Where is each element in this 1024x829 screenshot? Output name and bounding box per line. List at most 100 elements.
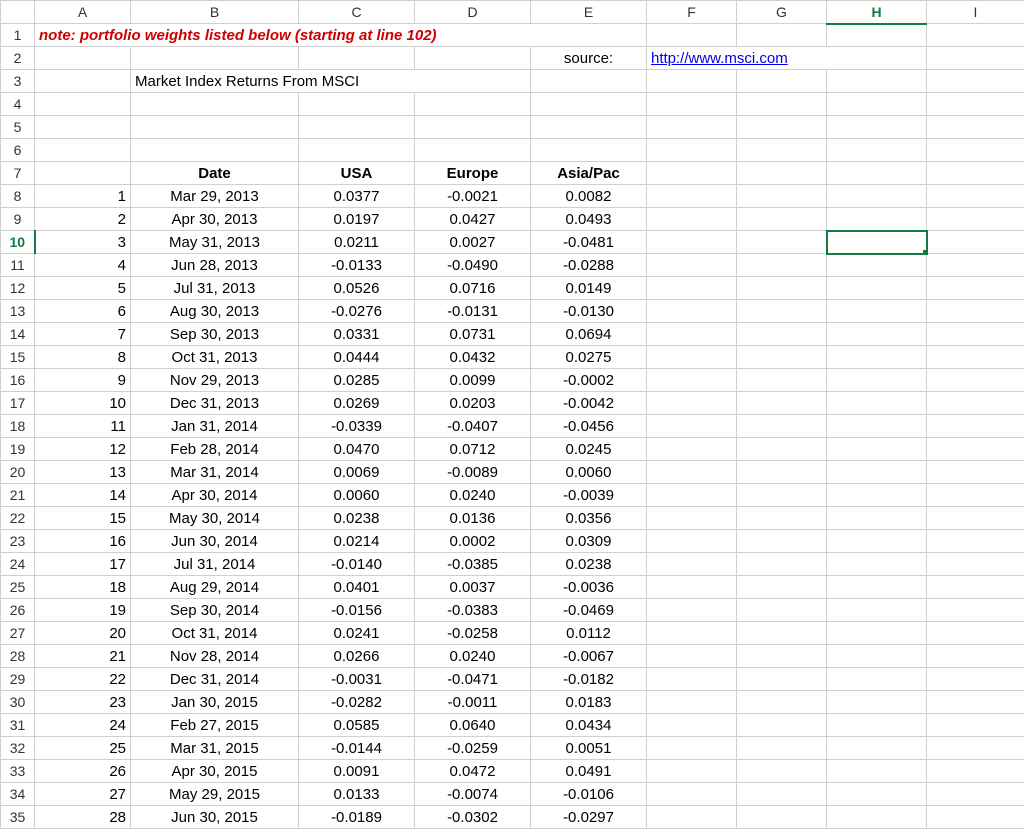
row-header-3[interactable]: 3 xyxy=(1,70,35,93)
cell-I26[interactable] xyxy=(927,599,1024,622)
asiapac-cell[interactable]: 0.0112 xyxy=(531,622,647,645)
cell-F16[interactable] xyxy=(647,369,737,392)
cell-C6[interactable] xyxy=(299,139,415,162)
row-header-19[interactable]: 19 xyxy=(1,438,35,461)
asiapac-cell[interactable]: -0.0130 xyxy=(531,300,647,323)
asiapac-cell[interactable]: 0.0275 xyxy=(531,346,647,369)
cell-C4[interactable] xyxy=(299,93,415,116)
cell-E4[interactable] xyxy=(531,93,647,116)
asiapac-cell[interactable]: -0.0456 xyxy=(531,415,647,438)
cell-H14[interactable] xyxy=(827,323,927,346)
date-cell[interactable]: Aug 29, 2014 xyxy=(131,576,299,599)
cell-I4[interactable] xyxy=(927,93,1024,116)
row-index[interactable]: 2 xyxy=(35,208,131,231)
cell-F12[interactable] xyxy=(647,277,737,300)
cell-G29[interactable] xyxy=(737,668,827,691)
cell-F5[interactable] xyxy=(647,116,737,139)
cell-I6[interactable] xyxy=(927,139,1024,162)
header-asiapac[interactable]: Asia/Pac xyxy=(531,162,647,185)
cell-G3[interactable] xyxy=(737,70,827,93)
usa-cell[interactable]: 0.0285 xyxy=(299,369,415,392)
cell-H22[interactable] xyxy=(827,507,927,530)
usa-cell[interactable]: 0.0266 xyxy=(299,645,415,668)
europe-cell[interactable]: -0.0385 xyxy=(415,553,531,576)
asiapac-cell[interactable]: 0.0309 xyxy=(531,530,647,553)
cell-G32[interactable] xyxy=(737,737,827,760)
asiapac-cell[interactable]: -0.0039 xyxy=(531,484,647,507)
cell-H7[interactable] xyxy=(827,162,927,185)
date-cell[interactable]: Sep 30, 2013 xyxy=(131,323,299,346)
asiapac-cell[interactable]: 0.0238 xyxy=(531,553,647,576)
cell-H31[interactable] xyxy=(827,714,927,737)
cell-I31[interactable] xyxy=(927,714,1024,737)
asiapac-cell[interactable]: -0.0036 xyxy=(531,576,647,599)
cell-F31[interactable] xyxy=(647,714,737,737)
asiapac-cell[interactable]: -0.0481 xyxy=(531,231,647,254)
date-cell[interactable]: Dec 31, 2014 xyxy=(131,668,299,691)
cell-G22[interactable] xyxy=(737,507,827,530)
date-cell[interactable]: Jul 31, 2014 xyxy=(131,553,299,576)
asiapac-cell[interactable]: 0.0356 xyxy=(531,507,647,530)
cell-H24[interactable] xyxy=(827,553,927,576)
cell-G6[interactable] xyxy=(737,139,827,162)
source-label[interactable]: source: xyxy=(531,47,647,70)
cell-G33[interactable] xyxy=(737,760,827,783)
cell-I16[interactable] xyxy=(927,369,1024,392)
cell-H4[interactable] xyxy=(827,93,927,116)
cell-I7[interactable] xyxy=(927,162,1024,185)
cell-F6[interactable] xyxy=(647,139,737,162)
cell-A6[interactable] xyxy=(35,139,131,162)
row-index[interactable]: 20 xyxy=(35,622,131,645)
cell-H15[interactable] xyxy=(827,346,927,369)
europe-cell[interactable]: 0.0037 xyxy=(415,576,531,599)
row-index[interactable]: 24 xyxy=(35,714,131,737)
col-header-a[interactable]: A xyxy=(35,1,131,24)
cell-H28[interactable] xyxy=(827,645,927,668)
cell-G14[interactable] xyxy=(737,323,827,346)
cell-F20[interactable] xyxy=(647,461,737,484)
europe-cell[interactable]: -0.0011 xyxy=(415,691,531,714)
cell-F9[interactable] xyxy=(647,208,737,231)
row-index[interactable]: 14 xyxy=(35,484,131,507)
row-header-26[interactable]: 26 xyxy=(1,599,35,622)
cell-F4[interactable] xyxy=(647,93,737,116)
row-header-14[interactable]: 14 xyxy=(1,323,35,346)
europe-cell[interactable]: 0.0731 xyxy=(415,323,531,346)
row-index[interactable]: 28 xyxy=(35,806,131,829)
row-index[interactable]: 3 xyxy=(35,231,131,254)
cell-I24[interactable] xyxy=(927,553,1024,576)
cell-I2[interactable] xyxy=(927,47,1024,70)
cell-F8[interactable] xyxy=(647,185,737,208)
cell-I27[interactable] xyxy=(927,622,1024,645)
row-header-15[interactable]: 15 xyxy=(1,346,35,369)
row-header-6[interactable]: 6 xyxy=(1,139,35,162)
cell-F3[interactable] xyxy=(647,70,737,93)
asiapac-cell[interactable]: 0.0082 xyxy=(531,185,647,208)
cell-F30[interactable] xyxy=(647,691,737,714)
row-index[interactable]: 4 xyxy=(35,254,131,277)
date-cell[interactable]: Oct 31, 2014 xyxy=(131,622,299,645)
cell-I35[interactable] xyxy=(927,806,1024,829)
row-index[interactable]: 22 xyxy=(35,668,131,691)
date-cell[interactable]: Mar 29, 2013 xyxy=(131,185,299,208)
row-header-33[interactable]: 33 xyxy=(1,760,35,783)
col-header-g[interactable]: G xyxy=(737,1,827,24)
europe-cell[interactable]: -0.0021 xyxy=(415,185,531,208)
usa-cell[interactable]: 0.0444 xyxy=(299,346,415,369)
cell-F33[interactable] xyxy=(647,760,737,783)
usa-cell[interactable]: -0.0282 xyxy=(299,691,415,714)
cell-I5[interactable] xyxy=(927,116,1024,139)
asiapac-cell[interactable]: 0.0493 xyxy=(531,208,647,231)
cell-G24[interactable] xyxy=(737,553,827,576)
cell-G11[interactable] xyxy=(737,254,827,277)
cell-F18[interactable] xyxy=(647,415,737,438)
row-header-31[interactable]: 31 xyxy=(1,714,35,737)
row-header-35[interactable]: 35 xyxy=(1,806,35,829)
cell-I8[interactable] xyxy=(927,185,1024,208)
usa-cell[interactable]: -0.0276 xyxy=(299,300,415,323)
row-index[interactable]: 10 xyxy=(35,392,131,415)
europe-cell[interactable]: -0.0074 xyxy=(415,783,531,806)
asiapac-cell[interactable]: 0.0051 xyxy=(531,737,647,760)
cell-H30[interactable] xyxy=(827,691,927,714)
cell-G35[interactable] xyxy=(737,806,827,829)
